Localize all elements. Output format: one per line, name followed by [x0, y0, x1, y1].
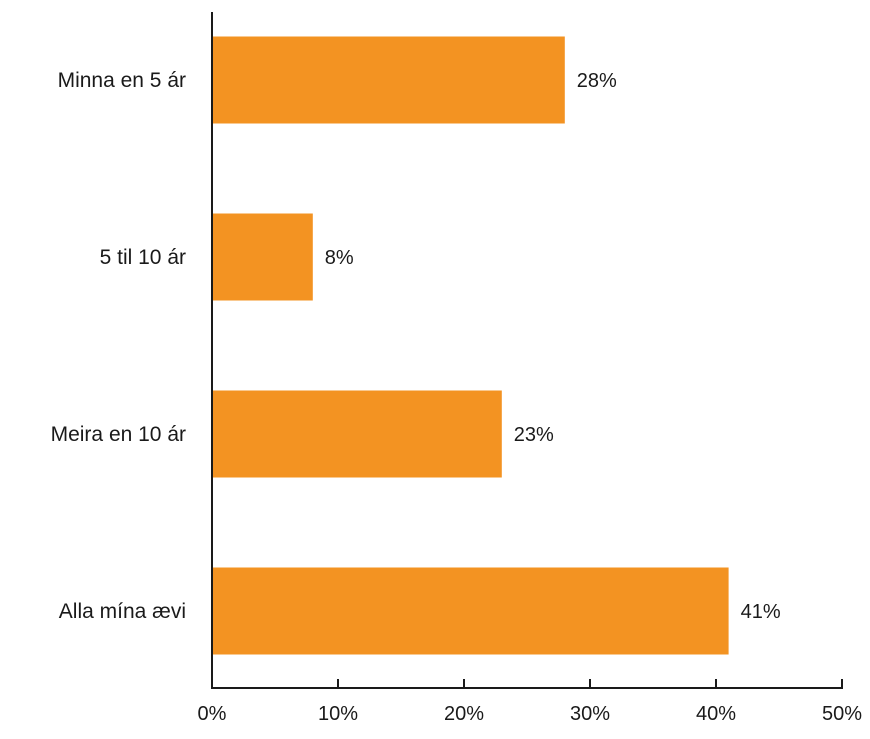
category-label-2: 5 til 10 ár [100, 246, 186, 269]
x-tick-label-10: 10% [318, 703, 358, 725]
category-label-4: Alla mína ævi [59, 600, 186, 623]
x-tick-label-40: 40% [696, 703, 736, 725]
value-labels-group: 28% 8% 23% 41% [325, 70, 781, 623]
axes-group [211, 12, 843, 689]
x-tick-label-30: 30% [570, 703, 610, 725]
bar-1 [212, 36, 565, 124]
category-label-1: Minna en 5 ár [58, 69, 186, 92]
value-label-2: 8% [325, 247, 354, 269]
value-label-3: 23% [514, 424, 554, 446]
bar-3 [212, 390, 502, 478]
bar-2 [212, 213, 313, 301]
x-tick-label-50: 50% [822, 703, 862, 725]
value-label-4: 41% [741, 601, 781, 623]
bar-4 [212, 567, 729, 655]
bars-group [212, 36, 729, 655]
ticks-group: 0% 10% 20% 30% 40% 50% [198, 679, 862, 725]
value-label-1: 28% [577, 70, 617, 92]
category-labels-group: Minna en 5 ár 5 til 10 ár Meira en 10 ár Al… [51, 69, 186, 623]
category-label-3: Meira en 10 ár [51, 423, 186, 446]
x-tick-label-0: 0% [198, 703, 227, 725]
x-tick-label-20: 20% [444, 703, 484, 725]
